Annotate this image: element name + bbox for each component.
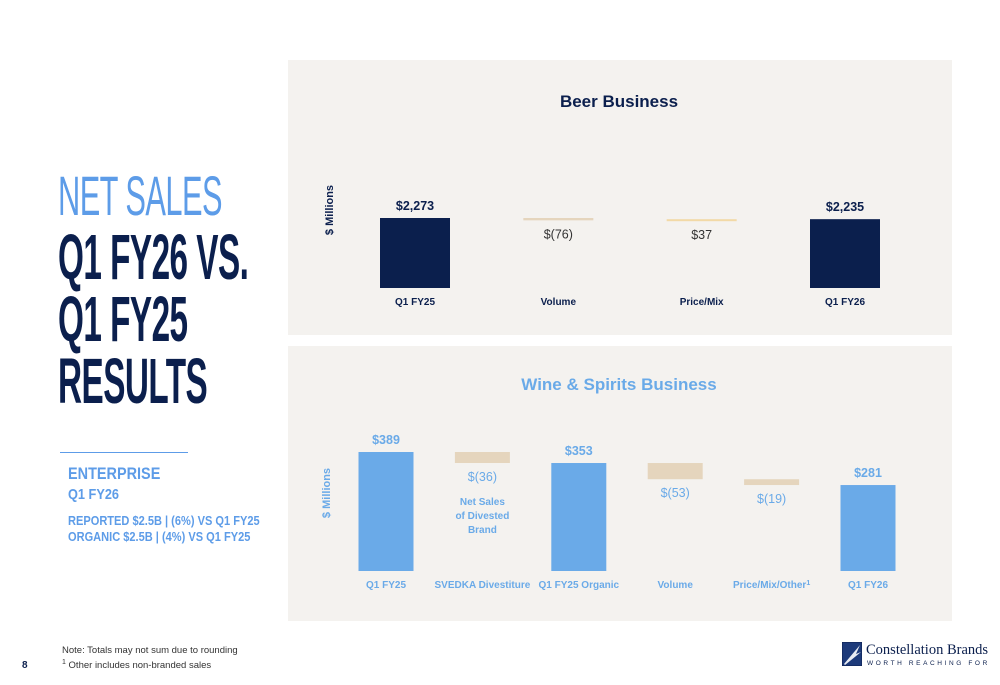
data-label-price-mix: $37 xyxy=(691,228,712,242)
y-axis-label: $ Millions xyxy=(321,468,333,518)
category-superscript: 1 xyxy=(806,580,810,587)
title-comparison: Q1 FY26 VS. Q1 FY25 RESULTS xyxy=(58,221,424,417)
enterprise-organic: ORGANIC $2.5B | (4%) VS Q1 FY25 xyxy=(68,529,251,544)
star-logo-icon xyxy=(842,642,862,666)
bar-q1-fy25-organic xyxy=(551,463,607,571)
title-line-q1fy26: Q1 FY26 VS. xyxy=(58,221,249,293)
data-label-q1-fy26: $281 xyxy=(854,466,882,480)
category-label-volume: Volume xyxy=(658,580,694,591)
title-line-q1fy25: Q1 FY25 xyxy=(58,283,188,355)
chart-title: Beer Business xyxy=(560,92,678,111)
category-label-q1-fy25: Q1 FY25 xyxy=(366,580,406,591)
annotation-line: Brand xyxy=(468,525,497,536)
annotation-line: of Divested xyxy=(455,511,509,522)
category-label-volume: Volume xyxy=(541,297,577,308)
category-label-q1-fy26: Q1 FY26 xyxy=(848,580,888,591)
data-label-q1-fy25-organic: $353 xyxy=(565,444,593,458)
bar-q1-fy25 xyxy=(380,218,450,288)
beer-waterfall-chart: Beer Business $ Millions $2,273 Q1 FY25 $(76… xyxy=(324,92,880,308)
enterprise-summary: ENTERPRISE Q1 FY26 REPORTED $2.5B | (6%)… xyxy=(68,464,293,545)
logo-name: Constellation Brands xyxy=(866,642,989,658)
page-number: 8 xyxy=(22,660,28,671)
category-label-q1-fy25-organic: Q1 FY25 Organic xyxy=(539,580,620,591)
data-label-q1-fy26: $2,235 xyxy=(826,200,864,214)
enterprise-period: Q1 FY26 xyxy=(68,486,120,503)
data-label-volume: $(76) xyxy=(544,227,573,241)
bar-price-mix xyxy=(666,219,737,222)
category-label-q1-fy26: Q1 FY26 xyxy=(825,297,865,308)
data-label-q1-fy25: $389 xyxy=(372,433,400,447)
annotation-line: Net Sales xyxy=(460,497,505,508)
footnote-rounding: Note: Totals may not sum due to rounding xyxy=(62,645,238,656)
bar-q1-fy26 xyxy=(840,485,896,571)
enterprise-reported: REPORTED $2.5B | (6%) VS Q1 FY25 xyxy=(68,513,260,528)
footnote-other: 1 Other includes non-branded sales xyxy=(62,657,238,672)
bar-q1-fy26 xyxy=(810,219,880,288)
y-axis-label: $ Millions xyxy=(324,185,336,235)
bar-volume xyxy=(523,218,594,221)
footnote-sup: 1 xyxy=(62,659,66,666)
data-label-svedka-divestiture: $(36) xyxy=(468,470,497,484)
data-label-price-mix-other: $(19) xyxy=(757,492,786,506)
wine-spirits-waterfall-chart: Wine & Spirits Business $ Millions $389 Q1 … xyxy=(321,375,896,592)
enterprise-heading: ENTERPRISE xyxy=(68,464,161,483)
bar-price-mix-other xyxy=(744,479,800,486)
company-logo: Constellation Brands WORTH REACHING FOR xyxy=(842,642,990,670)
wine-chart-panel: Wine & Spirits Business $ Millions $389 Q1 … xyxy=(288,346,952,621)
chart-title: Wine & Spirits Business xyxy=(521,375,716,394)
bar-svedka-divestiture xyxy=(454,452,510,464)
footnote: Note: Totals may not sum due to rounding… xyxy=(62,645,238,672)
category-label-price-mix-other: Price/Mix/Other1 xyxy=(733,580,810,592)
logo-tagline: WORTH REACHING FOR xyxy=(867,660,990,667)
footnote-other-text: Other includes non-branded sales xyxy=(65,660,212,672)
slide-title: NET SALES xyxy=(58,168,258,224)
bar-q1-fy25 xyxy=(358,452,414,571)
category-label-price-mix: Price/Mix xyxy=(680,297,724,308)
data-label-volume: $(53) xyxy=(661,486,690,500)
title-line-results: RESULTS xyxy=(58,345,208,417)
category-label-svedka-divestiture: SVEDKA Divestiture xyxy=(435,580,531,591)
title-net-sales: NET SALES xyxy=(58,164,223,227)
bar-volume xyxy=(647,463,703,480)
category-label-q1-fy25: Q1 FY25 xyxy=(395,297,435,308)
data-label-q1-fy25: $2,273 xyxy=(396,199,434,213)
title-divider xyxy=(60,452,188,453)
beer-chart-panel: Beer Business $ Millions $2,273 Q1 FY25 $(76… xyxy=(288,60,952,335)
